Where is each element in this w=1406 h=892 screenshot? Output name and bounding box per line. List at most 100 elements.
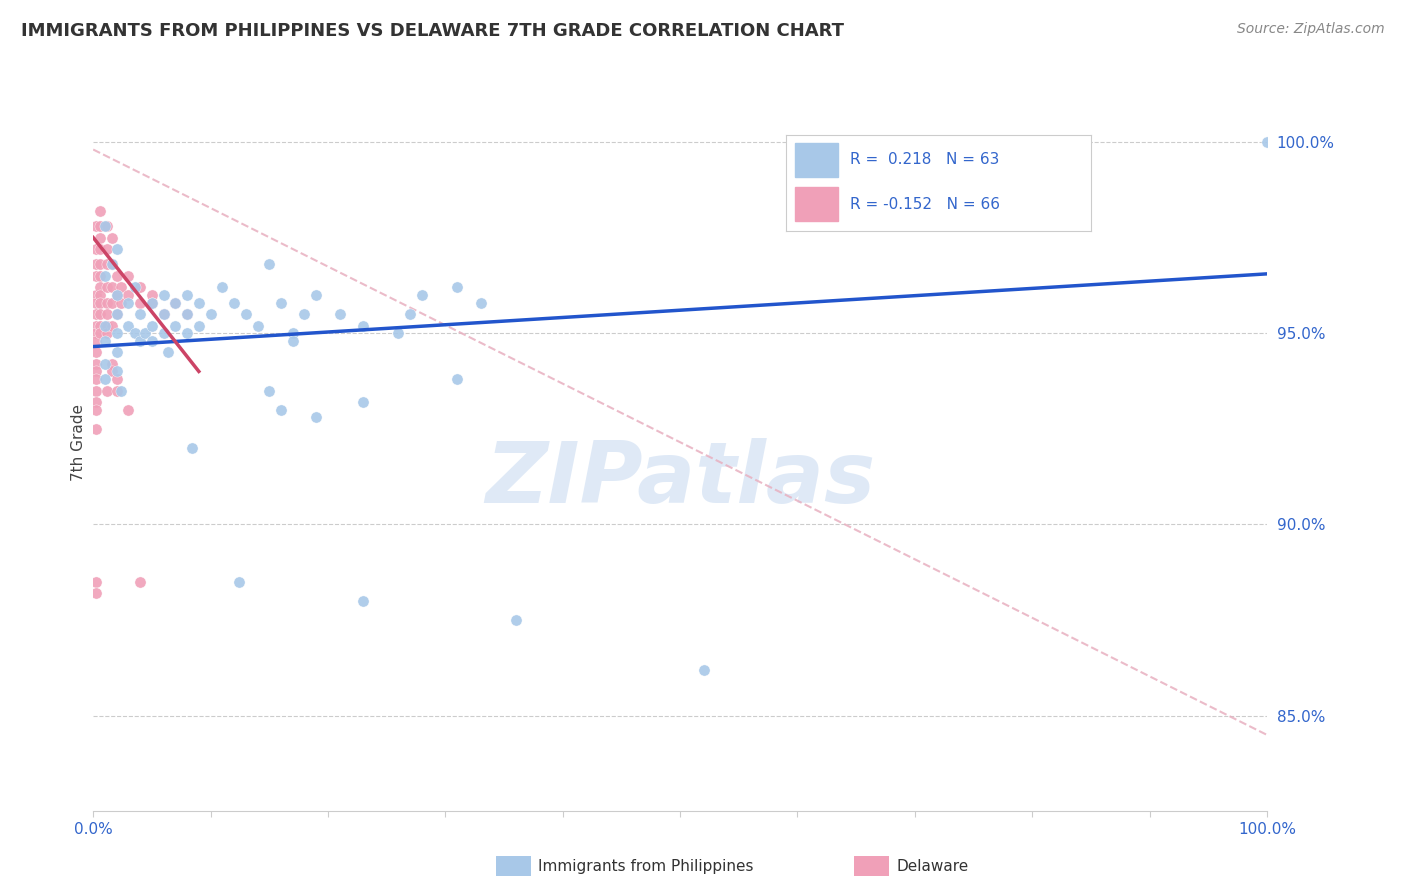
Point <box>117 288 139 302</box>
Point <box>305 410 328 425</box>
Point <box>84 422 107 436</box>
Text: R =  0.218   N = 63: R = 0.218 N = 63 <box>851 153 1000 168</box>
Point <box>94 334 117 348</box>
Point <box>105 242 128 256</box>
Point <box>187 295 209 310</box>
Point <box>84 384 107 398</box>
Point <box>176 326 198 341</box>
Point <box>176 307 198 321</box>
Point <box>117 402 139 417</box>
Point <box>84 345 107 359</box>
Point <box>110 295 132 310</box>
Point <box>105 345 128 359</box>
Point <box>84 574 107 589</box>
Point <box>235 307 257 321</box>
Point <box>96 295 118 310</box>
Point <box>200 307 222 321</box>
Point <box>129 307 152 321</box>
Point <box>352 318 374 333</box>
Point <box>352 395 374 409</box>
Point <box>110 384 132 398</box>
Point <box>152 307 174 321</box>
Point <box>105 364 128 378</box>
Point <box>165 295 187 310</box>
Point <box>222 295 245 310</box>
Point <box>105 307 128 321</box>
Point <box>281 334 304 348</box>
Y-axis label: 7th Grade: 7th Grade <box>72 404 86 481</box>
Point <box>352 594 374 608</box>
Point <box>84 307 107 321</box>
Point <box>96 326 118 341</box>
Point <box>89 230 111 244</box>
Point <box>105 326 128 341</box>
Point <box>105 307 128 321</box>
Point <box>211 280 233 294</box>
Point <box>96 280 118 294</box>
Point <box>105 268 128 283</box>
Point <box>84 334 107 348</box>
Point <box>157 345 180 359</box>
Point <box>101 257 124 271</box>
Point <box>124 326 146 341</box>
Point <box>96 219 118 233</box>
Text: Immigrants from Philippines: Immigrants from Philippines <box>537 859 754 873</box>
Point <box>89 203 111 218</box>
Point <box>281 326 304 341</box>
Point <box>94 372 117 386</box>
Text: R = -0.152   N = 66: R = -0.152 N = 66 <box>851 197 1000 211</box>
Point <box>84 402 107 417</box>
Point <box>96 257 118 271</box>
Bar <box>796 144 838 177</box>
Point <box>101 280 124 294</box>
Point <box>152 307 174 321</box>
Point <box>89 318 111 333</box>
Text: Delaware: Delaware <box>897 859 969 873</box>
Point <box>141 295 163 310</box>
Point <box>446 280 468 294</box>
Point <box>117 268 139 283</box>
Point <box>105 288 128 302</box>
Point <box>165 318 187 333</box>
Point <box>89 268 111 283</box>
Point <box>228 574 250 589</box>
Point <box>446 372 468 386</box>
Point <box>84 257 107 271</box>
Point <box>399 307 422 321</box>
Point <box>187 318 209 333</box>
Point <box>129 334 152 348</box>
Point <box>329 307 352 321</box>
Point <box>84 318 107 333</box>
Point <box>101 295 124 310</box>
Point <box>96 307 118 321</box>
Point <box>84 288 107 302</box>
Point <box>692 663 714 677</box>
Text: IMMIGRANTS FROM PHILIPPINES VS DELAWARE 7TH GRADE CORRELATION CHART: IMMIGRANTS FROM PHILIPPINES VS DELAWARE … <box>21 22 844 40</box>
Bar <box>796 187 838 221</box>
Point <box>165 295 187 310</box>
Point <box>101 230 124 244</box>
Point <box>89 288 111 302</box>
Point <box>246 318 269 333</box>
Point <box>387 326 409 341</box>
Point <box>94 318 117 333</box>
Point <box>305 288 328 302</box>
Point <box>89 295 111 310</box>
Point <box>129 280 152 294</box>
Point <box>411 288 433 302</box>
Point <box>129 574 152 589</box>
Point <box>84 395 107 409</box>
Point <box>505 613 527 627</box>
Point <box>141 295 163 310</box>
Point <box>89 242 111 256</box>
Point <box>117 295 139 310</box>
Point <box>1256 135 1278 149</box>
Point <box>89 326 111 341</box>
Point <box>84 242 107 256</box>
Point <box>124 280 146 294</box>
Point <box>134 326 156 341</box>
Point <box>96 242 118 256</box>
Point <box>84 586 107 600</box>
Point <box>152 326 174 341</box>
Point <box>270 402 292 417</box>
